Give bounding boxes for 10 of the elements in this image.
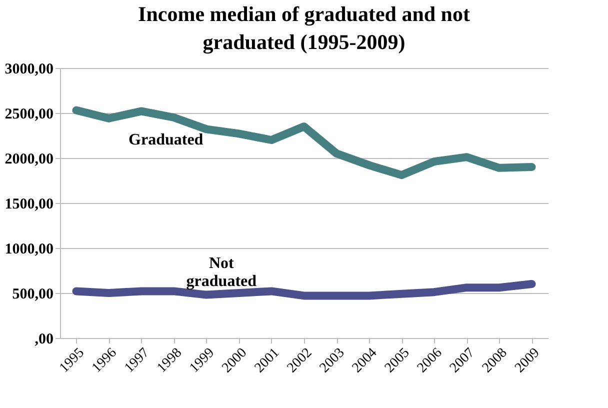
y-tick-label: 2500,00 — [4, 106, 54, 122]
y-tick-label: 2000,00 — [4, 152, 54, 168]
y-tick-label: 1500,00 — [4, 196, 54, 212]
series-label: Not graduated — [186, 254, 257, 290]
series-label: Graduated — [128, 132, 204, 148]
y-tick-label: 3000,00 — [4, 62, 54, 78]
y-tick-label: ,00 — [34, 332, 54, 348]
y-tick-label: 1000,00 — [4, 242, 54, 258]
y-tick-label: 500,00 — [12, 286, 54, 302]
chart-title: Income median of graduated and not graduated (1995-2009) — [138, 2, 470, 54]
